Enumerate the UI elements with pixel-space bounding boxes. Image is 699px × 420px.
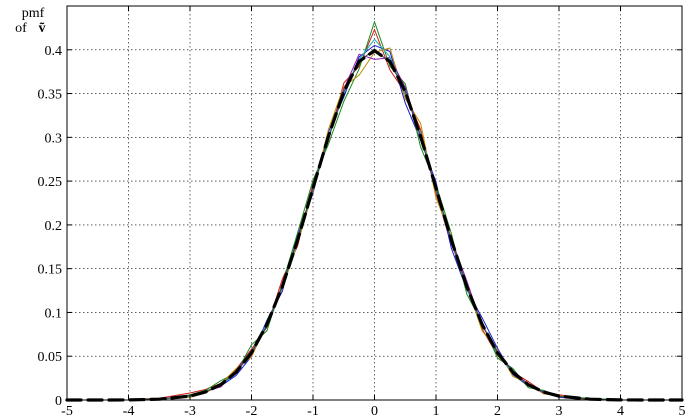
y-tick-label: 0.2: [45, 219, 63, 234]
tick-marks: [66, 6, 683, 401]
x-tick-label: 2: [494, 404, 501, 419]
series-line-6: [128, 38, 621, 401]
y-axis-label: pmf of ṽ: [15, 6, 45, 36]
x-tick-label: 5: [679, 404, 686, 419]
y-tick-label: 0.3: [45, 131, 63, 146]
y-tick-label: 0.25: [38, 175, 63, 190]
y-tick-label: 0.1: [45, 306, 63, 321]
x-tick-label: -3: [184, 404, 196, 419]
reference-curve: [65, 48, 684, 402]
x-tick-label: -1: [307, 404, 319, 419]
y-tick-labels: 0 0.05 0.1 0.15 0.2 0.25 0.3 0.35 0.4: [38, 44, 63, 409]
grid: [67, 6, 682, 400]
y-tick-label: 0.15: [38, 263, 63, 278]
x-tick-label: -4: [123, 404, 135, 419]
x-tick-label: -5: [61, 404, 73, 419]
x-tick-label: -2: [246, 404, 258, 419]
y-axis-label-line1: pmf: [22, 6, 45, 21]
x-tick-labels: -5 -4 -3 -2 -1 0 1 2 3 4 5: [61, 404, 685, 419]
y-axis-label-line2: of: [15, 21, 27, 36]
y-tick-label: 0.4: [45, 44, 63, 59]
y-axis-label-symbol: ṽ: [39, 21, 46, 36]
x-tick-label: 4: [617, 404, 624, 419]
y-tick-label: 0.35: [38, 88, 63, 103]
x-tick-label: 3: [556, 404, 563, 419]
reference-pdf-line: [65, 48, 684, 402]
x-tick-label: 1: [433, 404, 440, 419]
y-tick-label: 0.05: [38, 350, 63, 365]
y-tick-label: 0: [55, 394, 62, 409]
x-tick-label: 0: [371, 404, 378, 419]
